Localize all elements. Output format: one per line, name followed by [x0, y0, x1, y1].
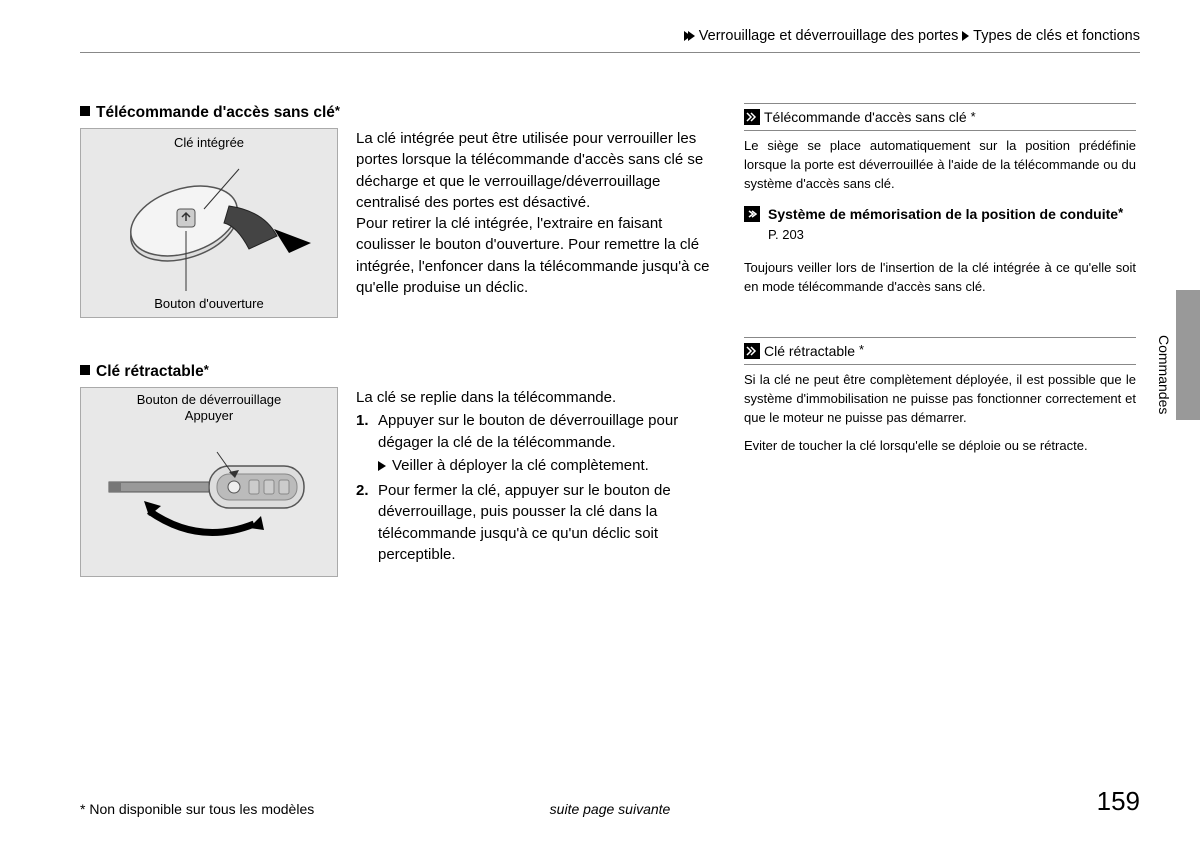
chevron-icon — [688, 31, 695, 41]
step-number: 2. — [356, 480, 372, 565]
side-paragraph: Toujours veiller lors de l'insertion de … — [744, 259, 1136, 297]
xref-title: Système de mémorisation de la position d… — [768, 204, 1136, 245]
chevron-icon — [962, 31, 969, 41]
footnote: * Non disponible sur tous les modèles — [80, 801, 314, 817]
section-text: La clé intégrée peut être utilisée pour … — [356, 128, 720, 318]
side-note-retractable: Clé rétractable* Si la clé ne peut être … — [740, 337, 1140, 457]
content-columns: Télécommande d'accès sans clé* Clé intég… — [80, 103, 1140, 605]
chapter-tab-label: Commandes — [1156, 335, 1172, 414]
breadcrumb-seg: Verrouillage et déverrouillage des porte… — [699, 28, 959, 44]
list-item: 1. Appuyer sur le bouton de déverrouilla… — [356, 410, 720, 453]
side-note-keyless: Télécommande d'accès sans clé* Le siège … — [740, 103, 1140, 297]
sub-bullet: Veiller à déployer la clé complètement. — [378, 455, 720, 476]
side-heading: Télécommande d'accès sans clé* — [744, 103, 1136, 131]
list-item: 2. Pour fermer la clé, appuyer sur le bo… — [356, 480, 720, 565]
page-number: 159 — [1097, 786, 1140, 817]
diagram-label: Clé intégrée — [81, 135, 337, 150]
triangle-bullet-icon — [378, 461, 386, 471]
diagram-keyless-remote: Clé intégrée Bouton — [80, 128, 340, 318]
paragraph: Pour retirer la clé intégrée, l'extraire… — [356, 213, 720, 298]
main-column: Télécommande d'accès sans clé* Clé intég… — [80, 103, 720, 605]
ordered-list: 1. Appuyer sur le bouton de déverrouilla… — [356, 410, 720, 565]
side-heading: Clé rétractable* — [744, 337, 1136, 365]
paragraph: La clé intégrée peut être utilisée pour … — [356, 128, 720, 213]
side-paragraph: Si la clé ne peut être complètement dépl… — [744, 371, 1136, 428]
diagram-label: Appuyer — [81, 408, 337, 423]
side-paragraph: Le siège se place automatiquement sur la… — [744, 137, 1136, 194]
side-paragraph: Eviter de toucher la clé lorsqu'elle se … — [744, 437, 1136, 456]
section-title-keyless: Télécommande d'accès sans clé* — [80, 103, 720, 122]
chapter-tab — [1176, 290, 1200, 420]
square-bullet-icon — [80, 106, 90, 116]
diagram-label: Bouton d'ouverture — [81, 296, 337, 311]
diagram-retractable-key: Bouton de déverrouillage Appuyer — [80, 387, 340, 577]
section-keyless: Clé intégrée Bouton — [80, 128, 720, 318]
side-column: Télécommande d'accès sans clé* Le siège … — [740, 103, 1140, 605]
square-bullet-icon — [80, 365, 90, 375]
breadcrumb-seg: Types de clés et fonctions — [973, 28, 1140, 44]
section-title-retractable: Clé rétractable* — [80, 362, 720, 381]
cross-reference: Système de mémorisation de la position d… — [744, 204, 1136, 245]
continued-label: suite page suivante — [550, 801, 671, 817]
paragraph: La clé se replie dans la télécommande. — [356, 387, 720, 408]
key-fob-illustration — [89, 151, 329, 301]
note-icon — [744, 343, 760, 359]
page-footer: * Non disponible sur tous les modèles su… — [80, 786, 1140, 817]
manual-page: Verrouillage et déverrouillage des porte… — [0, 0, 1200, 847]
xref-icon — [744, 206, 760, 222]
flip-key-illustration — [89, 416, 329, 566]
diagram-label: Bouton de déverrouillage — [81, 392, 337, 407]
breadcrumb: Verrouillage et déverrouillage des porte… — [80, 28, 1140, 53]
note-icon — [744, 109, 760, 125]
step-number: 1. — [356, 410, 372, 453]
section-text: La clé se replie dans la télécommande. 1… — [356, 387, 720, 577]
section-retractable: Bouton de déverrouillage Appuyer — [80, 387, 720, 577]
xref-page: P. 203 — [768, 227, 804, 242]
